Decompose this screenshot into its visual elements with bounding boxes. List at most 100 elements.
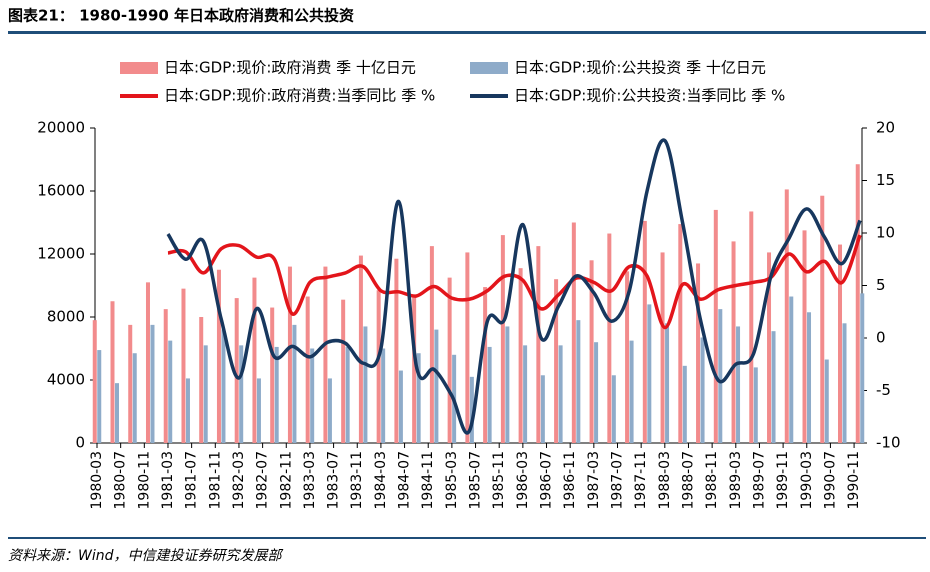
bar [784, 189, 789, 443]
bar [642, 220, 647, 443]
bar [589, 260, 594, 443]
bar [447, 277, 452, 443]
y2-tick-label: -5 [876, 381, 891, 399]
legend-label: 日本:GDP:现价:政府消费:当季同比 季 % [164, 87, 435, 105]
bar [660, 252, 665, 443]
y2-tick-label: -10 [876, 434, 901, 452]
bar [310, 348, 315, 443]
bar [838, 244, 843, 443]
bar [128, 324, 133, 443]
bar [323, 266, 328, 443]
bar [416, 353, 421, 443]
bar [292, 324, 297, 443]
bar [132, 353, 137, 443]
bar [110, 301, 115, 443]
bar [221, 329, 226, 443]
bar [434, 329, 439, 443]
bar [518, 268, 523, 443]
bar [682, 365, 687, 443]
bar [554, 279, 559, 443]
bar [505, 326, 510, 443]
bar [163, 309, 168, 443]
bar [465, 252, 470, 443]
bar [824, 359, 829, 443]
y-tick-label: 12000 [37, 245, 85, 263]
bar [749, 211, 754, 443]
x-tick-label: 1981-07 [184, 451, 200, 510]
x-tick-label: 1982-03 [231, 451, 247, 510]
x-tick-label: 1980-07 [113, 451, 129, 510]
bar [97, 350, 102, 443]
x-tick-label: 1983-03 [302, 451, 318, 510]
bar [607, 233, 612, 443]
bar [287, 266, 292, 443]
bar [647, 304, 652, 443]
chart-title: 图表21： 1980-1990 年日本政府消费和公共投资 [8, 7, 354, 25]
x-tick-label: 1986-11 [562, 451, 578, 510]
bar [767, 252, 772, 443]
bar [199, 317, 204, 443]
y2-tick-label: 10 [876, 224, 895, 242]
bar [523, 345, 528, 443]
bar [341, 299, 346, 443]
x-tick-label: 1981-11 [207, 451, 223, 510]
y2-tick-label: 5 [876, 276, 886, 294]
bar [398, 370, 403, 443]
bar [469, 376, 474, 443]
x-tick-label: 1981-03 [160, 451, 176, 510]
bar [696, 263, 701, 443]
legend-label: 日本:GDP:现价:政府消费 季 十亿日元 [164, 59, 416, 77]
legend-swatch [470, 62, 508, 74]
bar [678, 224, 683, 443]
x-tick-label: 1988-07 [680, 451, 696, 510]
bar [376, 290, 381, 443]
footer-rule [8, 537, 926, 539]
bar [256, 378, 261, 443]
bar [771, 331, 776, 443]
bar [842, 323, 847, 443]
bar [305, 296, 310, 443]
bar [270, 307, 275, 443]
bar [345, 346, 350, 443]
x-tick-label: 1989-07 [751, 451, 767, 510]
x-tick-label: 1985-11 [491, 451, 507, 510]
x-tick-label: 1985-07 [468, 451, 484, 510]
bar [500, 235, 505, 443]
bar [700, 337, 705, 443]
x-tick-label: 1989-03 [728, 451, 744, 510]
bar [571, 222, 576, 443]
bar [327, 378, 332, 443]
bar [185, 378, 190, 443]
bar [358, 255, 363, 443]
bar [594, 342, 599, 443]
x-tick-label: 1990-11 [846, 451, 862, 510]
x-tick-label: 1983-07 [326, 451, 342, 510]
y-tick-label: 8000 [47, 308, 85, 326]
x-tick-label: 1990-03 [799, 451, 815, 510]
x-tick-label: 1988-11 [704, 451, 720, 510]
bar [820, 195, 825, 443]
bar [625, 271, 630, 443]
y-tick-label: 16000 [37, 182, 85, 200]
legend-label: 日本:GDP:现价:公共投资:当季同比 季 % [514, 87, 785, 105]
bar [181, 288, 186, 443]
bar [576, 320, 581, 443]
bar [92, 320, 97, 443]
bar [665, 323, 670, 443]
bar [381, 348, 386, 443]
bar [736, 326, 741, 443]
bar [216, 269, 221, 443]
bar [536, 246, 541, 443]
bar [540, 375, 545, 443]
y2-tick-label: 20 [876, 119, 895, 137]
bar [429, 246, 434, 443]
x-tick-label: 1985-03 [444, 451, 460, 510]
bar [239, 345, 244, 443]
x-tick-label: 1987-03 [586, 451, 602, 510]
x-tick-label: 1987-07 [609, 451, 625, 510]
bar [412, 294, 417, 443]
y2-tick-label: 15 [876, 171, 895, 189]
bar [150, 324, 155, 443]
x-tick-label: 1982-11 [278, 451, 294, 510]
title-rule [8, 31, 926, 34]
